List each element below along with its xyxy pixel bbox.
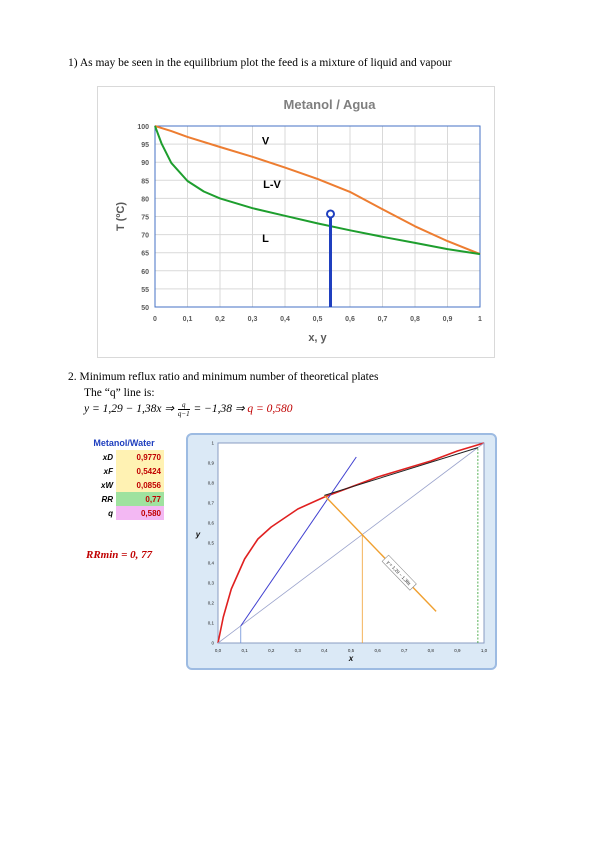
y-tick-label: 0,2	[208, 601, 215, 606]
y-tick-label: 65	[141, 251, 149, 258]
table-title: Metanol/Water	[93, 438, 155, 448]
x-tick-label: 0,6	[345, 316, 355, 323]
y-tick-label: 95	[141, 142, 149, 149]
mccabe-thiele-svg: 0,0 0,1 0,2 0,3 0,4 0,5 0,6 0,7 0,8 0,9 1,0 0 0,1 0,2…	[195, 441, 488, 664]
plot-area-border	[154, 125, 481, 308]
y-tick-label: 60	[141, 269, 149, 276]
row-label: RR	[101, 494, 113, 504]
y-tick-label: 0,4	[208, 561, 215, 566]
intro-paragraph: 1) As may be seen in the equilibrium plo…	[68, 57, 452, 69]
mccabe-thiele-chart: 0,0 0,1 0,2 0,3 0,4 0,5 0,6 0,7 0,8 0,9 1,0 0 0,1 0,2…	[186, 433, 497, 670]
parameters-table: Metanol/Water xD 0,9770 xF 0,5424 xW 0,0856…	[84, 436, 164, 520]
row-label: xD	[102, 452, 113, 462]
equilibrium-chart-svg: Metanol / Agua 0 0,1 0,2 0,3 0,4 0,5 0,6 0,7 0,8 0…	[115, 97, 482, 344]
x-tick-label: 1	[478, 316, 482, 323]
equilibrium-chart: Metanol / Agua 0 0,1 0,2 0,3 0,4 0,5 0,6 0,7 0,8 0…	[97, 86, 495, 358]
y-tick-label: 1	[211, 441, 214, 446]
equation-part1: y = 1,29 − 1,38x ⇒	[84, 403, 177, 416]
x-tick-label: 0,6	[374, 648, 381, 653]
region-label: L-V	[263, 179, 281, 191]
row-value: 0,0856	[116, 478, 164, 492]
diagonal-line	[217, 442, 485, 644]
y-tick-label: 0,6	[208, 521, 215, 526]
y-tick-label: 50	[141, 305, 149, 312]
section2-heading: 2. Minimum reflux ratio and minimum numb…	[68, 371, 379, 383]
row-value: 0,580	[116, 506, 164, 520]
row-value: 0,5424	[116, 464, 164, 478]
table-row: RR 0,77	[84, 492, 164, 506]
x-tick-label: 1,0	[481, 648, 488, 653]
bubble-curve	[154, 125, 481, 256]
q-line	[323, 494, 437, 612]
x-tick-label: 0,0	[215, 648, 222, 653]
y-tick-label: 0,5	[208, 541, 215, 546]
y-tick-label: 0,9	[208, 461, 215, 466]
x-tick-label: 0,5	[348, 648, 355, 653]
q-result: q = 0,580	[247, 403, 293, 416]
equation-part2: = −1,38 ⇒	[190, 403, 248, 416]
y-tick-label: 85	[141, 178, 149, 185]
y-tick-label: 75	[141, 215, 149, 222]
x-tick-label: 0,8	[428, 648, 435, 653]
y-tick-label: 0,7	[208, 501, 215, 506]
x-tick-label: 0	[153, 316, 157, 323]
region-label: L	[262, 233, 269, 245]
rectifying-line	[324, 447, 479, 496]
x-tick-label: 0,4	[321, 648, 328, 653]
equilibrium-curve	[217, 442, 485, 644]
y-tick-label: 70	[141, 233, 149, 240]
x-axis-label: x, y	[308, 332, 327, 344]
fraction-denominator: q−1	[177, 410, 190, 418]
x-tick-label: 0,2	[215, 316, 225, 323]
y-tick-label: 0,8	[208, 481, 215, 486]
fraction-numerator: q	[177, 401, 190, 410]
rr-min-result: RRmin = 0, 77	[86, 549, 153, 561]
stripping-line	[240, 456, 357, 627]
table-row: xF 0,5424	[84, 464, 164, 478]
x-tick-label: 0,7	[378, 316, 388, 323]
y-tick-label: 55	[141, 287, 149, 294]
table-row: xD 0,9770	[84, 450, 164, 464]
qline-equation: y = 1,29 − 1,38x ⇒ q q−1 = −1,38 ⇒ q = 0,…	[84, 401, 293, 418]
x-tick-label: 0,3	[248, 316, 258, 323]
row-label: xW	[101, 480, 113, 490]
x-tick-label: 0,1	[241, 648, 248, 653]
table-row: q 0,580	[84, 506, 164, 520]
y-tick-label: 90	[141, 160, 149, 167]
x-tick-label: 0,7	[401, 648, 408, 653]
y-tick-label: 0,3	[208, 581, 215, 586]
region-label: V	[262, 135, 270, 147]
x-axis-label: x	[348, 654, 354, 663]
x-tick-label: 0,1	[183, 316, 193, 323]
qline-intro: The “q” line is:	[84, 387, 155, 399]
y-axis-label: T (ºC)	[115, 202, 127, 231]
annotation-frame	[381, 554, 417, 591]
y-tick-label: 100	[137, 124, 149, 131]
x-tick-label: 0,8	[410, 316, 420, 323]
x-tick-label: 0,5	[313, 316, 323, 323]
row-value: 0,77	[116, 492, 164, 506]
x-tick-label: 0,2	[268, 648, 275, 653]
row-label: q	[108, 508, 113, 518]
x-tick-label: 0,3	[295, 648, 302, 653]
row-value: 0,9770	[116, 450, 164, 464]
x-tick-label: 0,9	[443, 316, 453, 323]
y-tick-label: 0,1	[208, 621, 215, 626]
y-axis-label: y	[195, 530, 201, 539]
chart-title: Metanol / Agua	[284, 97, 377, 112]
dew-curve	[154, 125, 481, 256]
feed-point-marker	[326, 209, 335, 219]
row-label: xF	[103, 466, 113, 476]
q-fraction: q q−1	[177, 401, 190, 418]
y-tick-label: 0	[211, 641, 214, 646]
x-tick-label: 0,9	[454, 648, 461, 653]
table-row: xW 0,0856	[84, 478, 164, 492]
y-tick-label: 80	[141, 196, 149, 203]
x-tick-label: 0,4	[280, 316, 290, 323]
